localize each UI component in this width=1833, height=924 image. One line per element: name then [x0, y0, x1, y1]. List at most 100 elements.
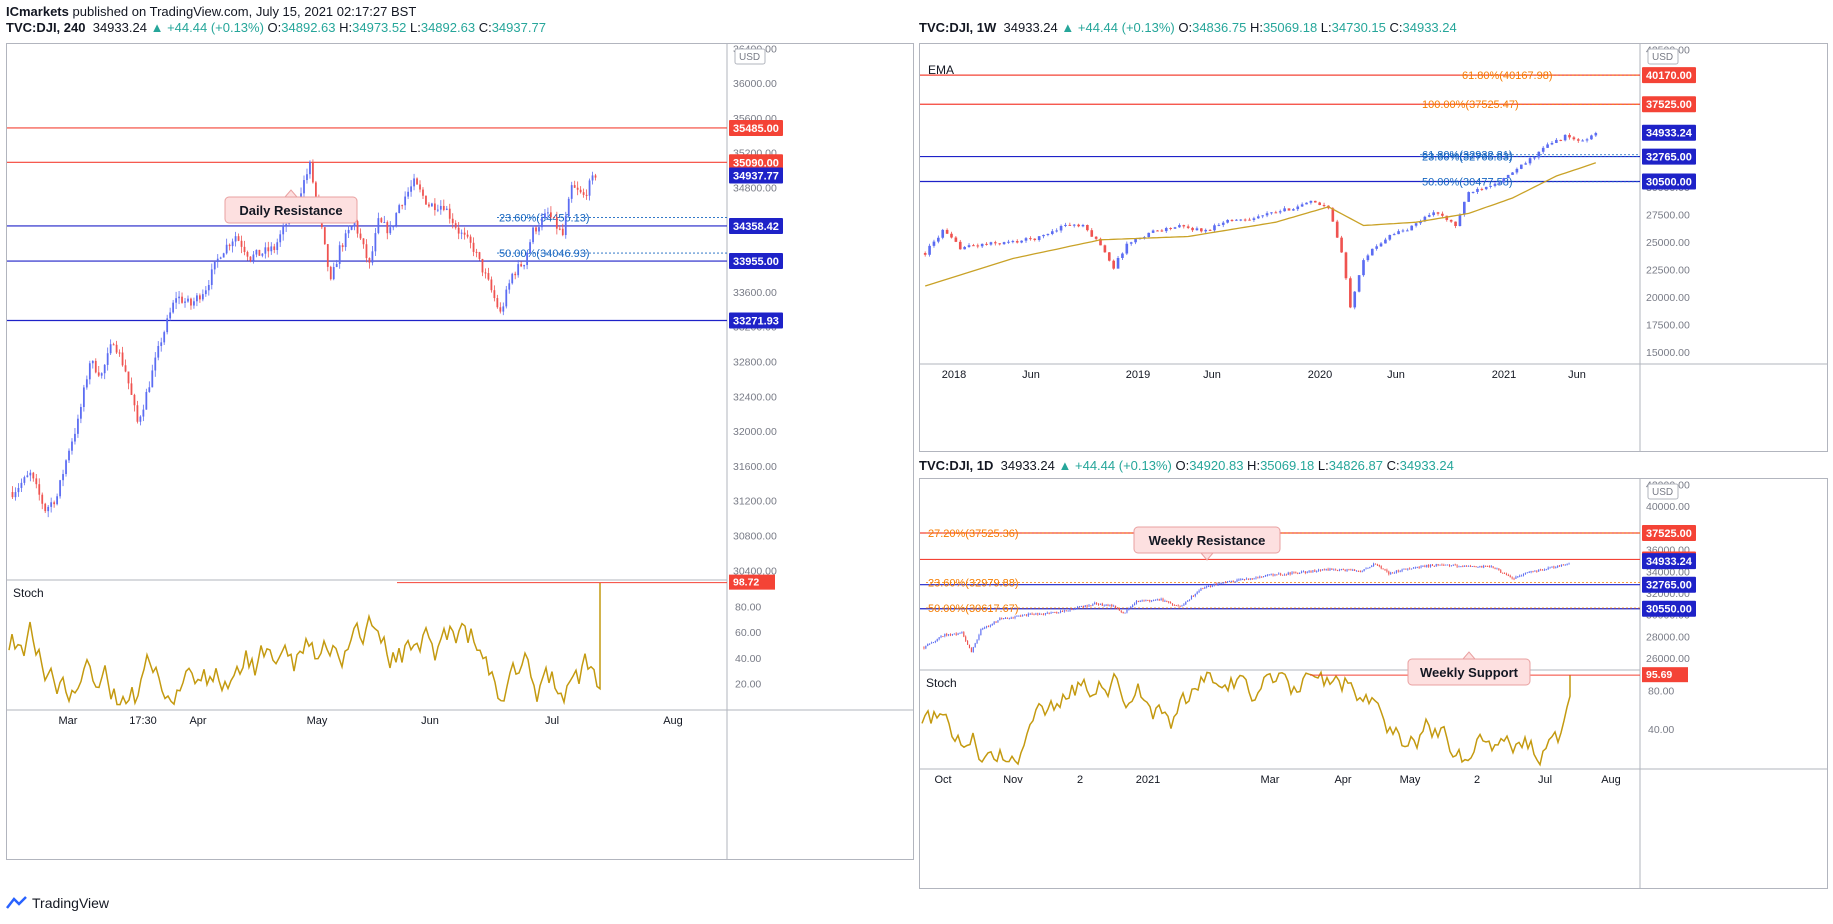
time-tick-label: Aug — [1601, 774, 1621, 786]
stoch-tick-label: 60.00 — [735, 627, 761, 639]
candle-body — [932, 642, 935, 644]
candle-body — [1515, 576, 1517, 579]
candle-body — [1390, 572, 1392, 575]
price-tick-label: 32000.00 — [733, 426, 777, 438]
chart-left-svg[interactable]: 36400.0036000.0035600.0035200.0034800.00… — [7, 44, 913, 859]
candle-body — [1195, 228, 1199, 231]
candle-body — [1185, 601, 1187, 605]
candle-body — [439, 205, 442, 210]
chart-panel-weekly[interactable]: 42500.0040000.0037500.0035000.0032500.00… — [919, 43, 1828, 452]
candle-body — [428, 204, 430, 207]
candle-body — [1182, 225, 1186, 227]
current-price-badge — [729, 167, 783, 184]
candle-body — [1346, 569, 1348, 571]
candle-body — [989, 242, 993, 245]
price-tick-label: 28000.00 — [1646, 631, 1690, 643]
candle-body — [997, 620, 999, 623]
chart-panel-daily[interactable]: 42000.0040000.0038000.0036000.0034000.00… — [919, 478, 1828, 889]
candle-body — [968, 644, 971, 649]
candle-body — [955, 633, 957, 635]
candle-body — [1353, 291, 1357, 308]
candle-body — [994, 242, 997, 244]
candle-body — [1300, 571, 1303, 573]
candle-body — [1147, 232, 1151, 238]
candle-body — [77, 418, 79, 434]
candle-body — [306, 174, 308, 181]
stoch-tick-label: 40.00 — [735, 653, 761, 665]
candle-body — [1054, 612, 1056, 614]
candle-body — [967, 245, 971, 247]
candle-body — [1507, 575, 1509, 577]
candle-body — [1306, 571, 1308, 573]
stoch-value-badge — [729, 574, 775, 590]
candle-body — [1540, 569, 1542, 571]
chart-weekly-svg[interactable]: 42500.0040000.0037500.0035000.0032500.00… — [920, 44, 1827, 451]
weekly-resistance-callout-pointer — [1199, 552, 1215, 561]
candle-body — [273, 246, 276, 250]
candle-body — [1496, 568, 1498, 570]
candle-body — [377, 218, 380, 234]
candle-body — [526, 252, 528, 266]
candle-body — [1283, 574, 1286, 576]
candle-body — [1357, 275, 1361, 292]
candle-body — [353, 221, 356, 227]
chart-panel-left[interactable]: 36400.0036000.0035600.0035200.0034800.00… — [6, 43, 914, 860]
candle-body — [1344, 569, 1346, 571]
candle-body — [1020, 615, 1022, 617]
price-tick-label: 40000.00 — [1646, 501, 1690, 513]
tradingview-logo[interactable]: TradingView — [6, 895, 109, 911]
candle-body — [1428, 564, 1430, 567]
candle-body — [1020, 240, 1023, 243]
time-tick-label: Mar — [59, 715, 78, 727]
support-price-label: 30550.00 — [1646, 604, 1692, 616]
candle-body — [985, 243, 988, 245]
candle-body — [109, 344, 112, 354]
candle-body — [1068, 224, 1072, 226]
candle-body — [148, 387, 151, 392]
candle-body — [1090, 230, 1094, 237]
publish-header: ICmarkets published on TradingView.com, … — [6, 4, 416, 19]
candle-body — [1371, 565, 1373, 568]
candle-body — [930, 642, 933, 644]
candle-body — [160, 342, 163, 346]
candle-body — [106, 353, 109, 365]
candle-body — [1120, 610, 1122, 612]
candle-body — [1213, 225, 1216, 231]
time-tick-label: Jun — [421, 715, 439, 727]
candle-body — [484, 272, 487, 274]
candle-body — [309, 161, 311, 175]
candle-body — [585, 194, 588, 196]
candle-body — [82, 387, 85, 408]
candle-body — [1471, 191, 1475, 193]
candle-body — [1416, 567, 1418, 569]
candle-body — [1534, 570, 1536, 572]
candle-body — [1412, 567, 1415, 569]
candle-body — [1379, 243, 1383, 247]
candle-body — [1399, 571, 1401, 573]
price-tick-label: 33600.00 — [733, 287, 777, 299]
candle-body — [1393, 572, 1396, 574]
candle-body — [59, 480, 61, 497]
candle-body — [1125, 243, 1129, 254]
candle-body — [1547, 567, 1549, 570]
candle-body — [1559, 139, 1563, 141]
candle-body — [50, 502, 53, 507]
candle-body — [1151, 230, 1155, 233]
candle-body — [1359, 570, 1361, 572]
candle-body — [267, 247, 270, 252]
candle-body — [976, 245, 980, 247]
author-name[interactable]: ICmarkets — [6, 4, 69, 19]
candle-body — [1296, 206, 1300, 210]
candle-body — [1537, 151, 1541, 158]
candle-body — [41, 494, 44, 504]
candle-body — [1270, 574, 1272, 576]
candle-body — [11, 492, 14, 498]
chart-daily-svg[interactable]: 42000.0040000.0038000.0036000.0034000.00… — [920, 479, 1827, 888]
candle-body — [1112, 260, 1115, 269]
candle-body — [1263, 576, 1265, 578]
candle-body — [71, 441, 73, 451]
candle-body — [1029, 613, 1031, 615]
candle-body — [460, 232, 463, 234]
candle-body — [541, 217, 543, 228]
candle-body — [1256, 216, 1260, 219]
